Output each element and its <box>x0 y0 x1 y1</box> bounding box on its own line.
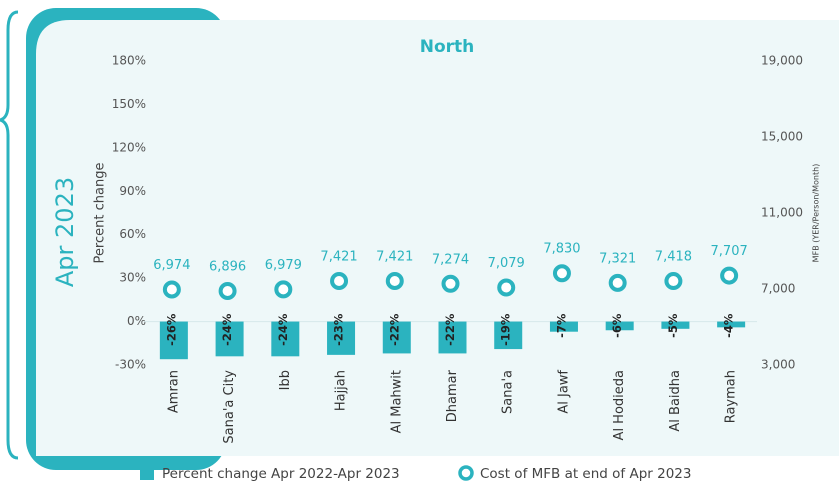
bar <box>271 321 300 357</box>
cost-marker <box>274 280 293 299</box>
bar <box>327 321 356 355</box>
x-tick-label: Al Hodieda <box>612 370 627 440</box>
bar <box>661 321 690 329</box>
bar <box>215 321 244 357</box>
bar-value-label: -23% <box>332 313 346 346</box>
bar <box>494 321 523 350</box>
bar-value-label: -4% <box>722 313 736 338</box>
cost-value-label: 7,830 <box>543 242 580 257</box>
bar <box>717 321 746 328</box>
bar-value-label: -6% <box>610 313 624 338</box>
cost-value-label: 7,321 <box>599 251 636 266</box>
period-label: Apr 2023 <box>51 177 79 287</box>
cost-marker <box>330 272 349 291</box>
x-tick-label: Al Baidha <box>668 370 683 432</box>
y2-tick-label: 11,000 <box>761 206 803 220</box>
bar-value-label: -7% <box>554 313 568 338</box>
cost-value-label: 7,079 <box>488 256 525 271</box>
legend-swatch <box>140 466 154 480</box>
cost-value-label: 7,707 <box>711 244 748 259</box>
bar <box>438 321 467 354</box>
cost-value-label: 7,421 <box>320 250 357 265</box>
x-tick-label: Sana'a City <box>222 370 237 444</box>
x-tick-label: Amran <box>166 370 181 413</box>
bar-value-label: -19% <box>499 313 513 346</box>
legend-label: Cost of MFB at end of Apr 2023 <box>480 466 691 482</box>
x-tick-label: Dhamar <box>445 369 460 422</box>
cost-value-label: 6,979 <box>265 258 302 273</box>
bar-value-label: -24% <box>276 313 290 346</box>
y-tick-label: 150% <box>112 97 146 111</box>
y2-tick-label: 15,000 <box>761 130 803 144</box>
cost-marker <box>664 272 683 291</box>
y-tick-label: 60% <box>119 227 146 241</box>
y-tick-label: 180% <box>112 54 146 68</box>
x-tick-label: Al Mahwit <box>389 370 404 433</box>
bar <box>549 321 578 332</box>
cost-value-label: 7,418 <box>655 250 692 265</box>
y2-axis-label: MFB (YER/Person/Month) <box>812 164 821 263</box>
bar <box>605 321 634 331</box>
chart-title: North <box>420 37 475 57</box>
x-tick-label: Sana'a <box>501 370 516 414</box>
bar-value-label: -24% <box>220 313 234 346</box>
cost-value-label: 7,421 <box>376 250 413 265</box>
y-axis-label: Percent change <box>93 163 108 264</box>
cost-marker <box>441 274 460 293</box>
x-tick-label: Raymah <box>724 370 739 423</box>
bar-value-label: -5% <box>666 313 680 338</box>
cost-marker <box>608 273 627 292</box>
cost-marker <box>552 264 571 283</box>
cost-value-label: 6,974 <box>153 258 190 273</box>
bracket <box>0 10 19 460</box>
bar <box>382 321 411 354</box>
y-tick-label: -30% <box>115 358 146 372</box>
cost-marker <box>385 272 404 291</box>
bar-value-label: -26% <box>164 313 178 346</box>
y2-tick-label: 19,000 <box>761 54 803 68</box>
bar <box>159 321 188 360</box>
cost-value-label: 6,896 <box>209 259 246 274</box>
y2-tick-label: 7,000 <box>761 282 795 296</box>
card <box>36 20 839 456</box>
cost-marker <box>162 280 181 299</box>
y-tick-label: 30% <box>119 271 146 285</box>
y-tick-label: 0% <box>127 314 146 328</box>
cost-marker <box>720 266 739 285</box>
y-tick-label: 120% <box>112 140 146 154</box>
x-tick-label: Al Jawf <box>556 370 571 414</box>
bar-value-label: -22% <box>443 313 457 346</box>
x-tick-label: Hajjah <box>334 370 349 411</box>
legend-label: Percent change Apr 2022-Apr 2023 <box>162 466 400 482</box>
bar-value-label: -22% <box>387 313 401 346</box>
cost-marker <box>218 281 237 300</box>
x-tick-label: Ibb <box>278 370 293 390</box>
cost-marker <box>497 278 516 297</box>
y2-tick-label: 3,000 <box>761 358 795 372</box>
cost-value-label: 7,274 <box>432 252 469 267</box>
legend-swatch <box>458 465 474 481</box>
y-tick-label: 90% <box>119 184 146 198</box>
